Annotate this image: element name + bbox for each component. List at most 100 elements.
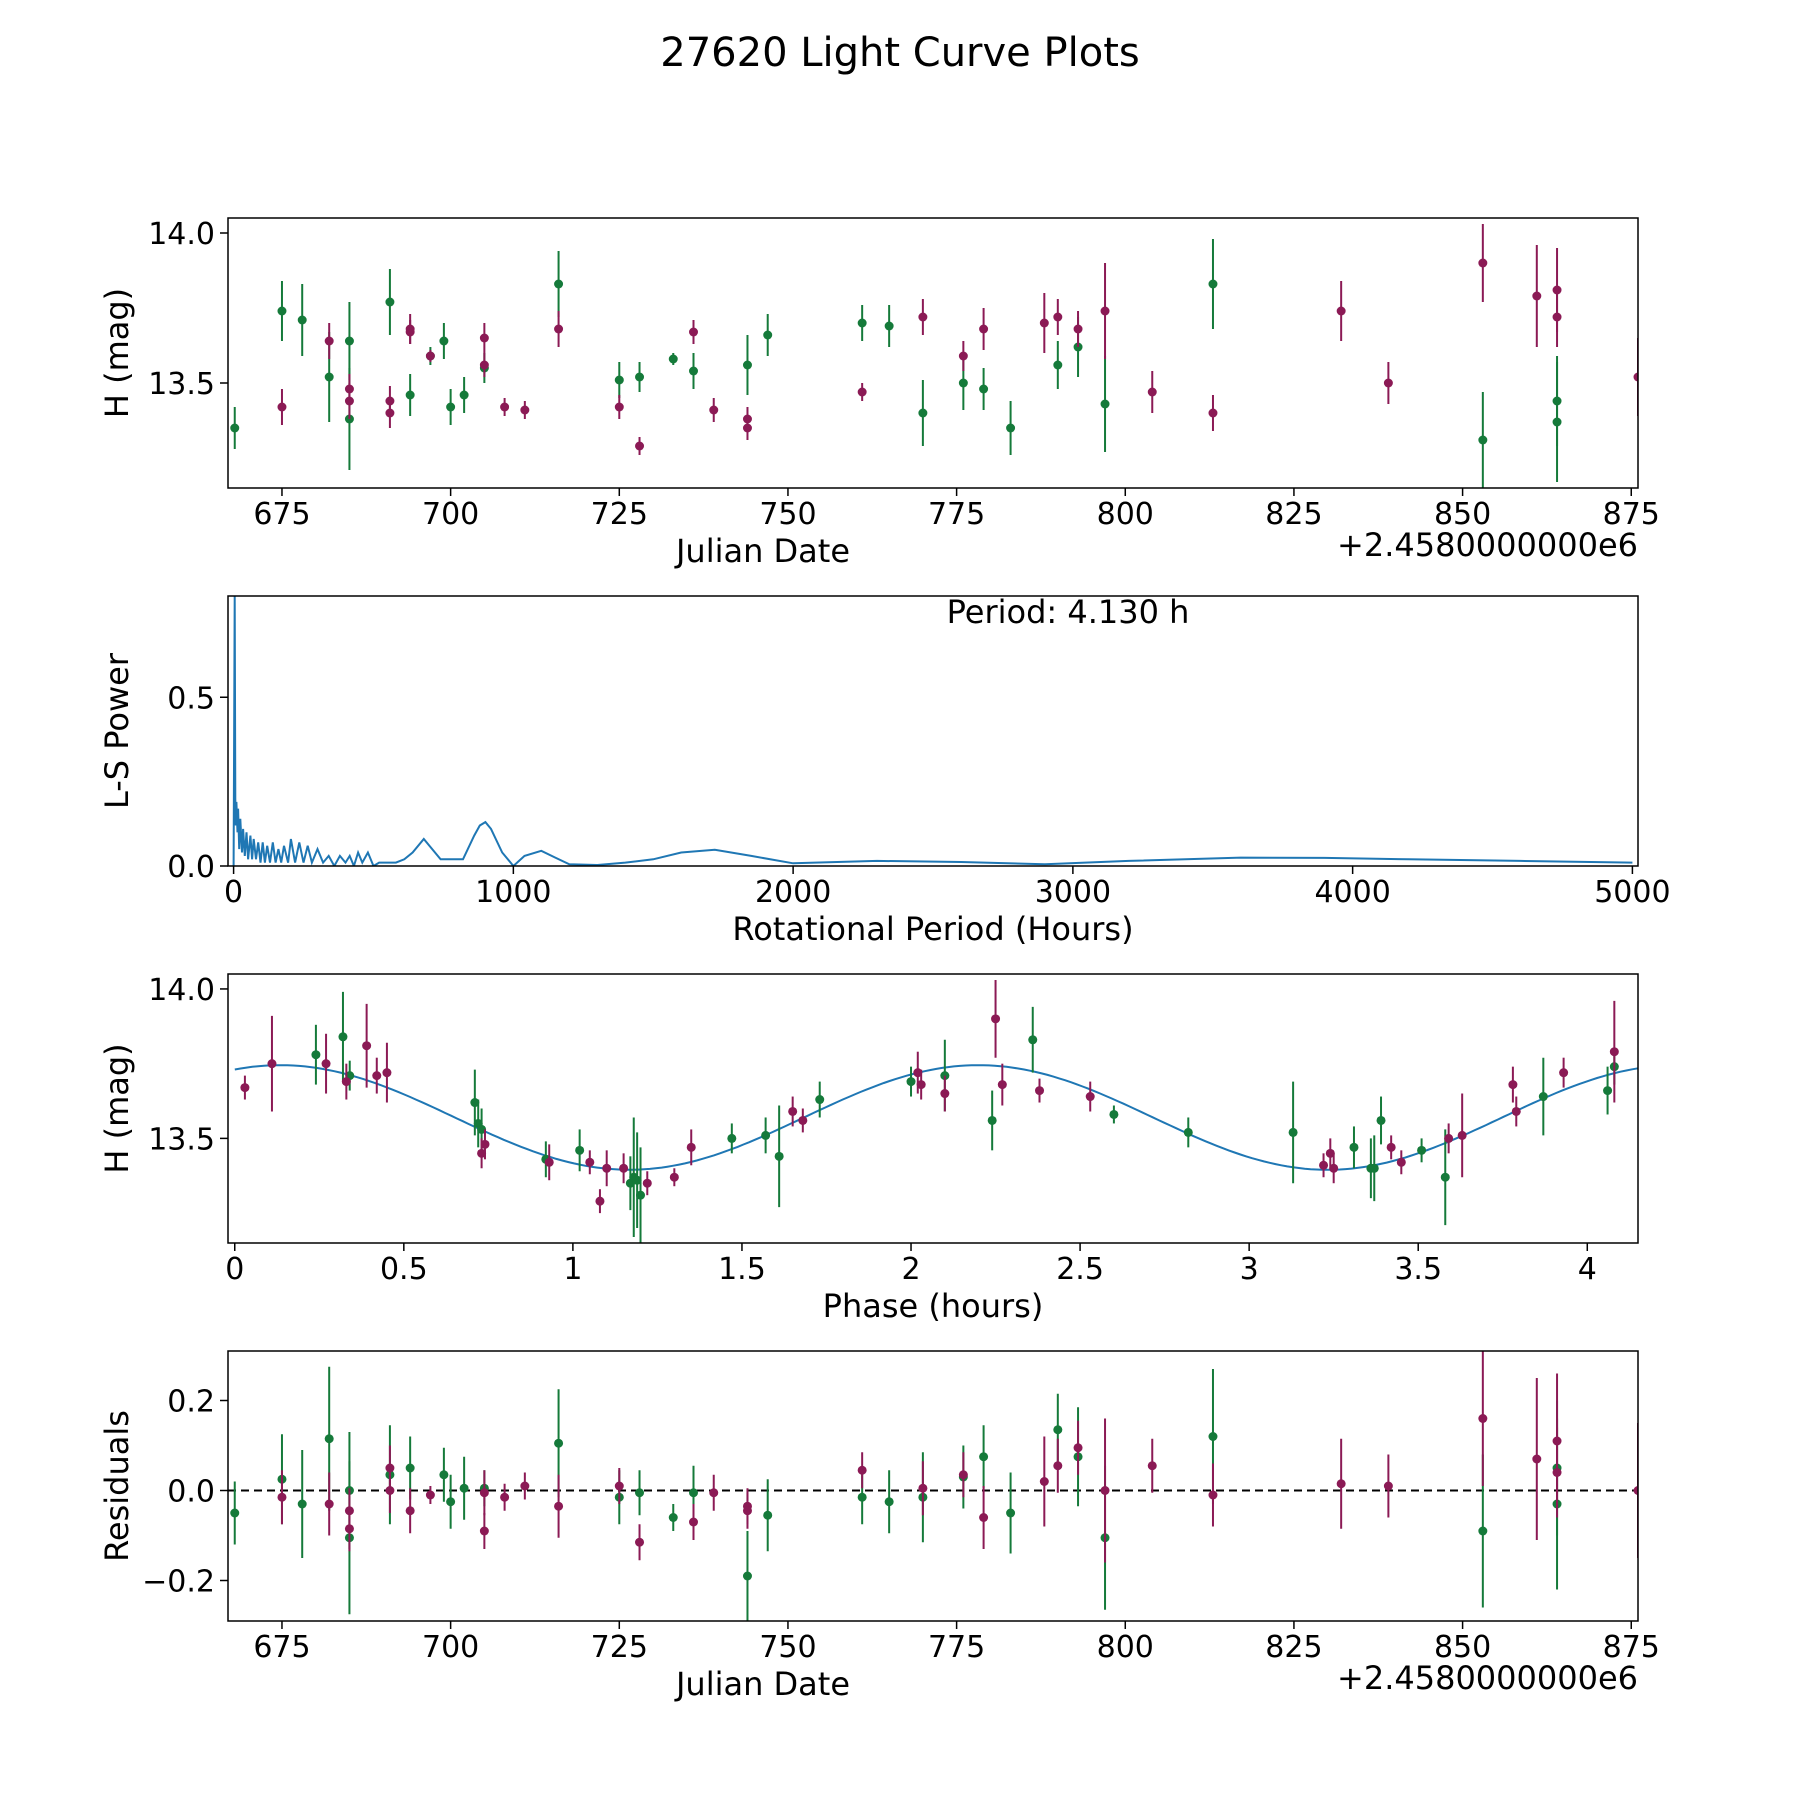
x-tick-label: 800: [1097, 497, 1154, 532]
purple-data-point: [1552, 1468, 1562, 1477]
x-axis-label: Julian Date: [674, 1665, 850, 1703]
purple-data-point: [425, 351, 435, 361]
green-data-point: [1288, 1127, 1298, 1137]
purple-data-point: [1035, 1086, 1045, 1096]
green-data-point: [1369, 1163, 1379, 1173]
purple-data-point: [1147, 1461, 1157, 1471]
x-tick-label: 700: [422, 1630, 479, 1665]
purple-data-point: [520, 1481, 530, 1491]
purple-data-point: [324, 336, 334, 346]
purple-data-point: [918, 312, 928, 322]
purple-data-point: [385, 1486, 395, 1495]
green-data-point: [575, 1145, 585, 1155]
green-data-point: [1053, 1425, 1063, 1435]
green-data-point: [277, 306, 287, 316]
x-tick-label: 2.5: [1056, 1252, 1104, 1287]
purple-data-point: [1208, 408, 1218, 418]
purple-data-point: [1633, 372, 1638, 382]
x-tick-label: 2000: [755, 875, 831, 910]
purple-data-point: [544, 1157, 554, 1167]
purple-data-point: [1100, 306, 1110, 316]
purple-data-point: [742, 1506, 752, 1516]
purple-data-point: [1336, 306, 1346, 316]
light-curve-points: [230, 224, 1638, 488]
green-data-point: [668, 354, 678, 364]
y-axis-label: H (mag): [98, 288, 136, 418]
green-data-point: [338, 1032, 348, 1042]
x-tick-label: 875: [1603, 497, 1660, 532]
green-data-point: [1100, 399, 1110, 409]
purple-data-point: [1532, 1454, 1542, 1464]
purple-data-point: [913, 1068, 923, 1078]
purple-data-point: [1457, 1130, 1467, 1140]
purple-data-point: [1336, 1479, 1346, 1489]
purple-data-point: [277, 1492, 287, 1502]
green-data-point: [297, 1499, 307, 1509]
green-data-point: [987, 1115, 997, 1125]
green-data-point: [230, 1508, 240, 1518]
purple-data-point: [979, 324, 989, 334]
purple-data-point: [1039, 318, 1049, 328]
purple-data-point: [689, 1517, 699, 1527]
green-data-point: [635, 1488, 645, 1498]
purple-data-point: [372, 1071, 382, 1081]
green-data-point: [979, 1452, 989, 1462]
purple-data-point: [979, 1513, 989, 1522]
green-data-point: [446, 402, 456, 412]
green-data-point: [311, 1050, 321, 1060]
x-tick-label: 800: [1097, 1630, 1154, 1665]
x-tick-label: 1: [563, 1252, 582, 1287]
purple-data-point: [918, 1483, 928, 1493]
green-data-point: [742, 1571, 752, 1581]
purple-data-point: [1147, 387, 1157, 397]
green-data-point: [385, 297, 395, 307]
x-tick-label: 725: [591, 497, 648, 532]
purple-data-point: [1478, 258, 1488, 268]
green-data-point: [689, 1488, 699, 1498]
green-data-point: [446, 1497, 456, 1507]
purple-data-point: [1053, 312, 1063, 322]
green-data-point: [774, 1151, 784, 1161]
green-data-point: [324, 372, 334, 382]
purple-data-point: [1478, 1414, 1488, 1423]
y-tick-label: 0.2: [167, 1385, 215, 1420]
purple-data-point: [1319, 1160, 1329, 1170]
y-tick-label: 0.0: [167, 850, 215, 885]
green-data-point: [477, 1124, 487, 1134]
periodogram-axes: 0 1000 2000 3000 4000 5000 0.0 0.5 Rotational Pe…: [98, 652, 1671, 948]
residuals-points: [230, 1351, 1638, 1621]
purple-data-point: [1511, 1106, 1521, 1116]
green-data-point: [554, 279, 564, 289]
green-data-point: [884, 1497, 894, 1507]
x-tick-label: 0: [224, 875, 243, 910]
purple-data-point: [997, 1080, 1007, 1090]
x-tick-label: 0: [225, 1252, 244, 1287]
purple-data-point: [362, 1041, 372, 1051]
y-tick-label: 14.0: [148, 973, 215, 1008]
purple-data-point: [554, 1501, 564, 1511]
light-curve-frame: [227, 217, 1639, 489]
y-tick-label: −0.2: [142, 1565, 215, 1600]
purple-data-point: [788, 1106, 798, 1116]
green-data-point: [636, 1190, 646, 1200]
purple-data-point: [1609, 1047, 1619, 1057]
green-data-point: [439, 1470, 449, 1480]
purple-data-point: [1073, 324, 1083, 334]
green-data-point: [1208, 279, 1218, 289]
x-axis-label: Rotational Period (Hours): [732, 910, 1133, 948]
purple-data-point: [686, 1142, 696, 1152]
green-data-point: [815, 1095, 825, 1105]
purple-data-point: [1100, 1486, 1110, 1495]
green-data-point: [1376, 1115, 1386, 1125]
green-data-point: [632, 1175, 642, 1185]
green-data-point: [1028, 1035, 1038, 1045]
y-tick-label: 13.5: [148, 367, 215, 402]
green-data-point: [1349, 1142, 1359, 1152]
green-data-point: [1208, 1432, 1218, 1441]
green-data-point: [884, 321, 894, 331]
x-tick-label: 700: [422, 497, 479, 532]
residuals-axes: 675 700 725 750 775 800 825 850 875 −0.2 0.0 0.2 Jul…: [98, 1385, 1660, 1704]
purple-data-point: [520, 405, 530, 415]
purple-data-point: [669, 1172, 679, 1182]
